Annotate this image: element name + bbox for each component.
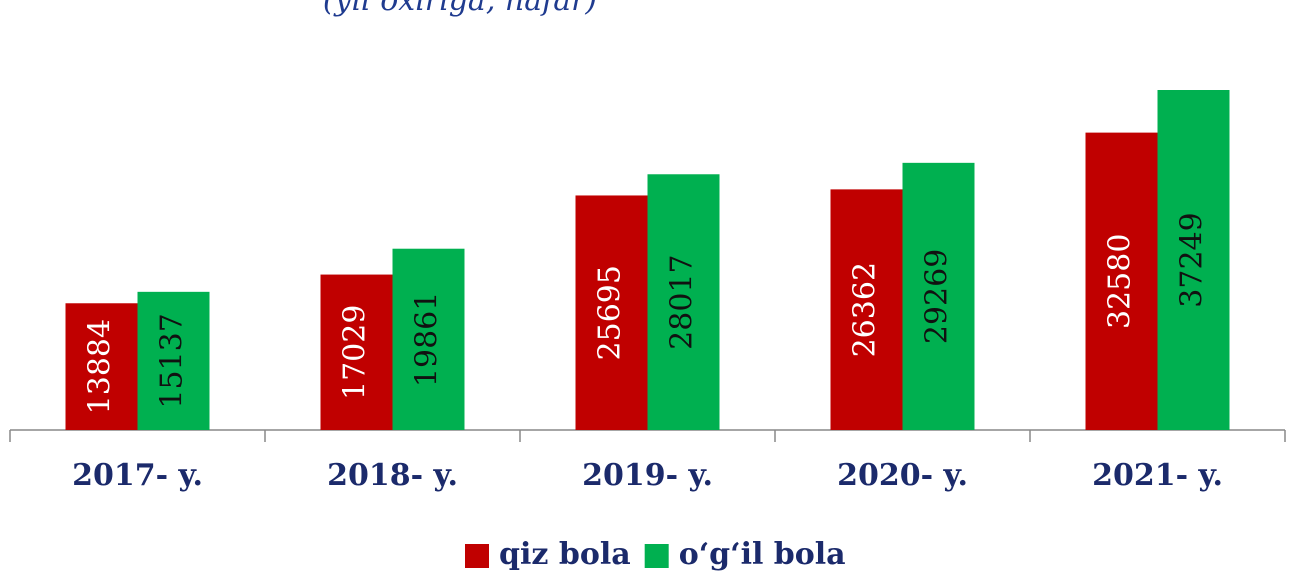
legend-label: qiz bola: [499, 537, 631, 572]
value-label: 26362: [848, 262, 883, 357]
value-label: 19861: [410, 292, 445, 387]
x-tick-label: 2018- y.: [327, 458, 458, 493]
bar: [1157, 90, 1230, 430]
value-label: 17029: [338, 305, 373, 400]
value-label: 28017: [665, 254, 700, 349]
bar: [65, 303, 138, 430]
legend-swatch: [465, 544, 489, 568]
bar: [320, 274, 393, 430]
bar: [137, 291, 210, 430]
value-label: 15137: [155, 313, 190, 408]
value-label: 25695: [593, 265, 628, 360]
bar: [830, 189, 903, 430]
x-tick-label: 2020- y.: [837, 458, 968, 493]
bar: [902, 162, 975, 430]
x-tick-label: 2021- y.: [1092, 458, 1223, 493]
legend-label: o‘g‘il bola: [679, 537, 846, 572]
bar: [575, 195, 648, 430]
value-label: 13884: [83, 319, 118, 414]
bar: [647, 174, 720, 430]
bar: [392, 248, 465, 430]
chart-subtitle: (yil oxiriga, nafar): [323, 0, 597, 18]
value-label: 32580: [1103, 234, 1138, 329]
legend-swatch: [644, 544, 669, 568]
bar: [1085, 132, 1158, 430]
x-tick-label: 2019- y.: [582, 458, 713, 493]
value-label: 29269: [920, 249, 955, 344]
value-label: 37249: [1175, 212, 1210, 307]
x-tick-label: 2017- y.: [72, 458, 203, 493]
